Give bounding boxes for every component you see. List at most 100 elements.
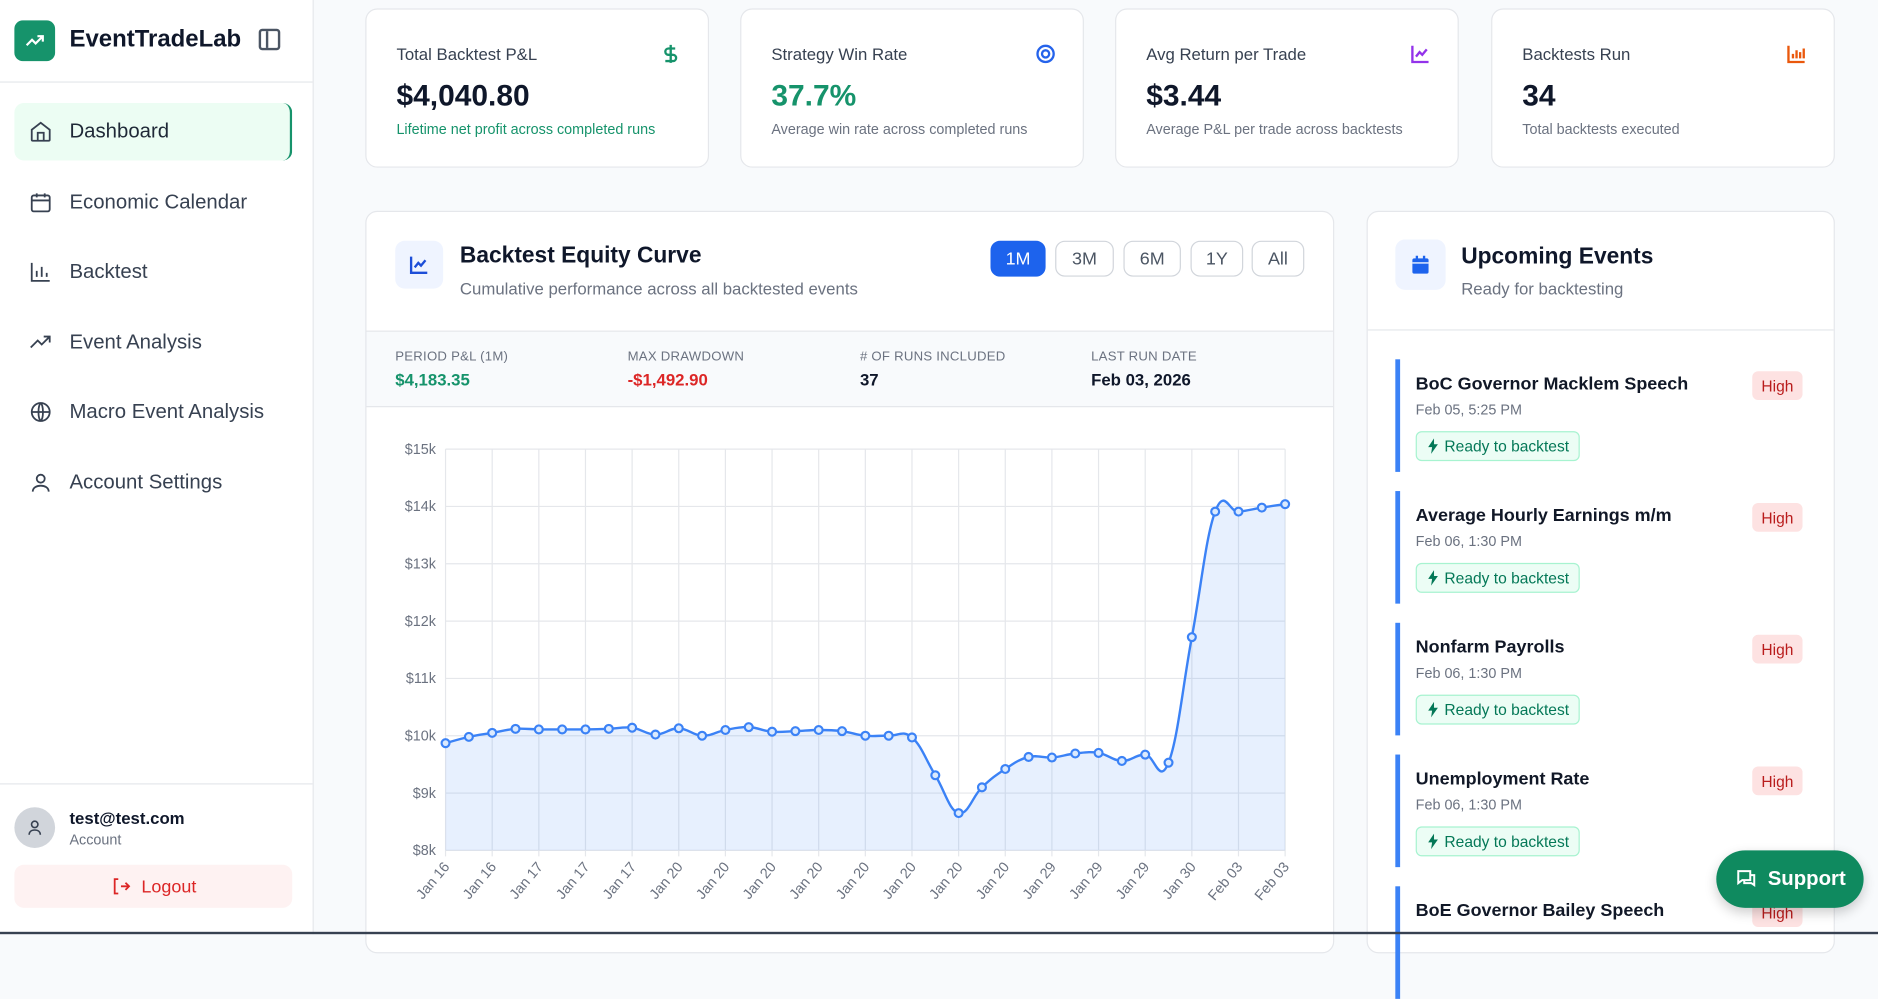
kpi-title: Avg Return per Trade	[1146, 44, 1307, 64]
lightning-icon	[1428, 701, 1438, 718]
kpi-card-avg-return: Avg Return per Trade $3.44 Average P&L p…	[1115, 8, 1459, 168]
support-button[interactable]: Support	[1716, 850, 1864, 908]
sidebar-item-dashboard[interactable]: Dashboard	[14, 103, 293, 161]
logout-icon	[113, 878, 131, 895]
kpi-value: 37.7%	[771, 79, 857, 113]
stat-value-period-pnl: $4,183.35	[395, 370, 470, 390]
stat-value-max-drawdown: -$1,492.90	[627, 370, 708, 390]
y-tick-label: $13k	[405, 557, 437, 573]
data-point	[883, 730, 894, 741]
range-button-1m[interactable]: 1M	[990, 240, 1046, 277]
event-accent-bar	[1395, 491, 1401, 604]
y-tick-label: $14k	[405, 499, 437, 515]
x-tick-label: Feb 03	[1205, 859, 1246, 904]
event-date: Feb 06, 1:30 PM	[1415, 664, 1522, 682]
event-accent-bar	[1395, 754, 1401, 868]
x-tick-label: Jan 16	[460, 859, 500, 902]
lightning-icon	[1428, 570, 1438, 586]
data-point	[440, 738, 451, 749]
ready-badge[interactable]: Ready to backtest	[1415, 826, 1580, 857]
data-point	[1233, 506, 1244, 517]
data-point	[743, 722, 754, 733]
range-button-all[interactable]: All	[1251, 240, 1305, 277]
data-point	[487, 727, 498, 738]
sidebar-item-account-settings[interactable]: Account Settings	[14, 454, 292, 511]
stat-label: # OF RUNS INCLUDED	[859, 349, 1006, 365]
trending-up-icon	[25, 35, 44, 46]
sidebar-item-macro-event-analysis[interactable]: Macro Event Analysis	[14, 383, 292, 440]
brand-logo[interactable]	[14, 20, 56, 62]
data-point	[930, 770, 941, 781]
kpi-card-win-rate: Strategy Win Rate 37.7% Average win rate…	[740, 8, 1084, 168]
x-tick-label: Jan 20	[647, 859, 687, 902]
logout-button[interactable]: Logout	[14, 864, 293, 908]
x-tick-label: Jan 20	[740, 859, 780, 902]
range-button-3m[interactable]: 3M	[1055, 240, 1114, 277]
user-icon	[28, 820, 42, 835]
target-icon	[1036, 44, 1055, 64]
event-item[interactable]: BoC Governor Macklem Speech High Feb 05, 5…	[1395, 359, 1803, 472]
event-name: Unemployment Rate	[1415, 768, 1590, 790]
data-point	[1256, 502, 1267, 513]
kpi-title: Total Backtest P&L	[396, 44, 538, 64]
ready-badge[interactable]: Ready to backtest	[1415, 562, 1580, 593]
sidebar-toggle-icon[interactable]	[258, 28, 281, 51]
bar-chart-icon	[30, 262, 50, 282]
kpi-title: Strategy Win Rate	[771, 44, 908, 64]
data-point	[813, 724, 824, 736]
event-name: BoC Governor Macklem Speech	[1415, 373, 1689, 395]
chat-icon	[1737, 870, 1756, 887]
data-point	[767, 726, 778, 737]
user-email: test@test.com	[69, 808, 185, 828]
sidebar: EventTradeLab Dashboard Economic Calenda…	[0, 0, 314, 935]
ready-badge[interactable]: Ready to backtest	[1415, 431, 1580, 462]
data-point	[627, 722, 638, 733]
kpi-value: $3.44	[1146, 79, 1222, 113]
range-button-1y[interactable]: 1Y	[1190, 240, 1244, 277]
event-item[interactable]: Nonfarm Payrolls High Feb 06, 1:30 PM Ready…	[1395, 622, 1803, 736]
home-icon	[30, 121, 51, 142]
sidebar-item-label: Account Settings	[69, 470, 223, 494]
data-point	[790, 726, 801, 737]
event-item[interactable]: Average Hourly Earnings m/m High Feb 06, 1…	[1395, 491, 1803, 604]
sidebar-item-label: Event Analysis	[69, 330, 202, 354]
event-name: Nonfarm Payrolls	[1415, 637, 1565, 658]
sidebar-item-economic-calendar[interactable]: Economic Calendar	[14, 174, 292, 231]
trending-up-icon	[30, 335, 51, 349]
data-point	[1280, 499, 1291, 510]
brand-name: EventTradeLab	[69, 26, 242, 53]
data-point	[510, 723, 521, 734]
sidebar-item-label: Economic Calendar	[69, 190, 248, 214]
data-point	[1046, 752, 1057, 763]
dollar-icon	[664, 44, 678, 63]
x-tick-label: Jan 29	[1113, 859, 1153, 902]
data-point	[557, 724, 568, 735]
event-item[interactable]: Unemployment Rate High Feb 06, 1:30 PM Read…	[1395, 754, 1803, 868]
data-point	[953, 808, 964, 819]
data-point	[1093, 747, 1104, 758]
x-tick-label: Jan 17	[600, 859, 640, 902]
sidebar-item-event-analysis[interactable]: Event Analysis	[14, 314, 292, 371]
ready-badge[interactable]: Ready to backtest	[1415, 694, 1580, 725]
impact-badge: High	[1752, 503, 1803, 532]
sidebar-item-backtest[interactable]: Backtest	[14, 243, 292, 300]
sidebar-item-label: Macro Event Analysis	[69, 400, 265, 423]
user-icon	[31, 473, 50, 492]
events-title: Upcoming Events	[1461, 244, 1654, 270]
events-icon-box	[1395, 239, 1446, 290]
stat-value-runs: 37	[859, 370, 879, 390]
avatar[interactable]	[14, 807, 56, 848]
data-point	[463, 731, 474, 742]
data-point	[1116, 755, 1127, 766]
y-tick-label: $9k	[413, 786, 437, 802]
data-point	[906, 732, 918, 743]
range-button-6m[interactable]: 6M	[1123, 240, 1181, 277]
kpi-subtitle: Average P&L per trade across backtests	[1146, 120, 1403, 138]
data-point	[1163, 757, 1174, 768]
impact-badge: High	[1752, 371, 1803, 401]
data-point	[976, 782, 987, 793]
impact-badge: High	[1752, 766, 1803, 796]
bar-chart-icon	[1787, 45, 1805, 64]
y-tick-label: $12k	[405, 614, 437, 630]
